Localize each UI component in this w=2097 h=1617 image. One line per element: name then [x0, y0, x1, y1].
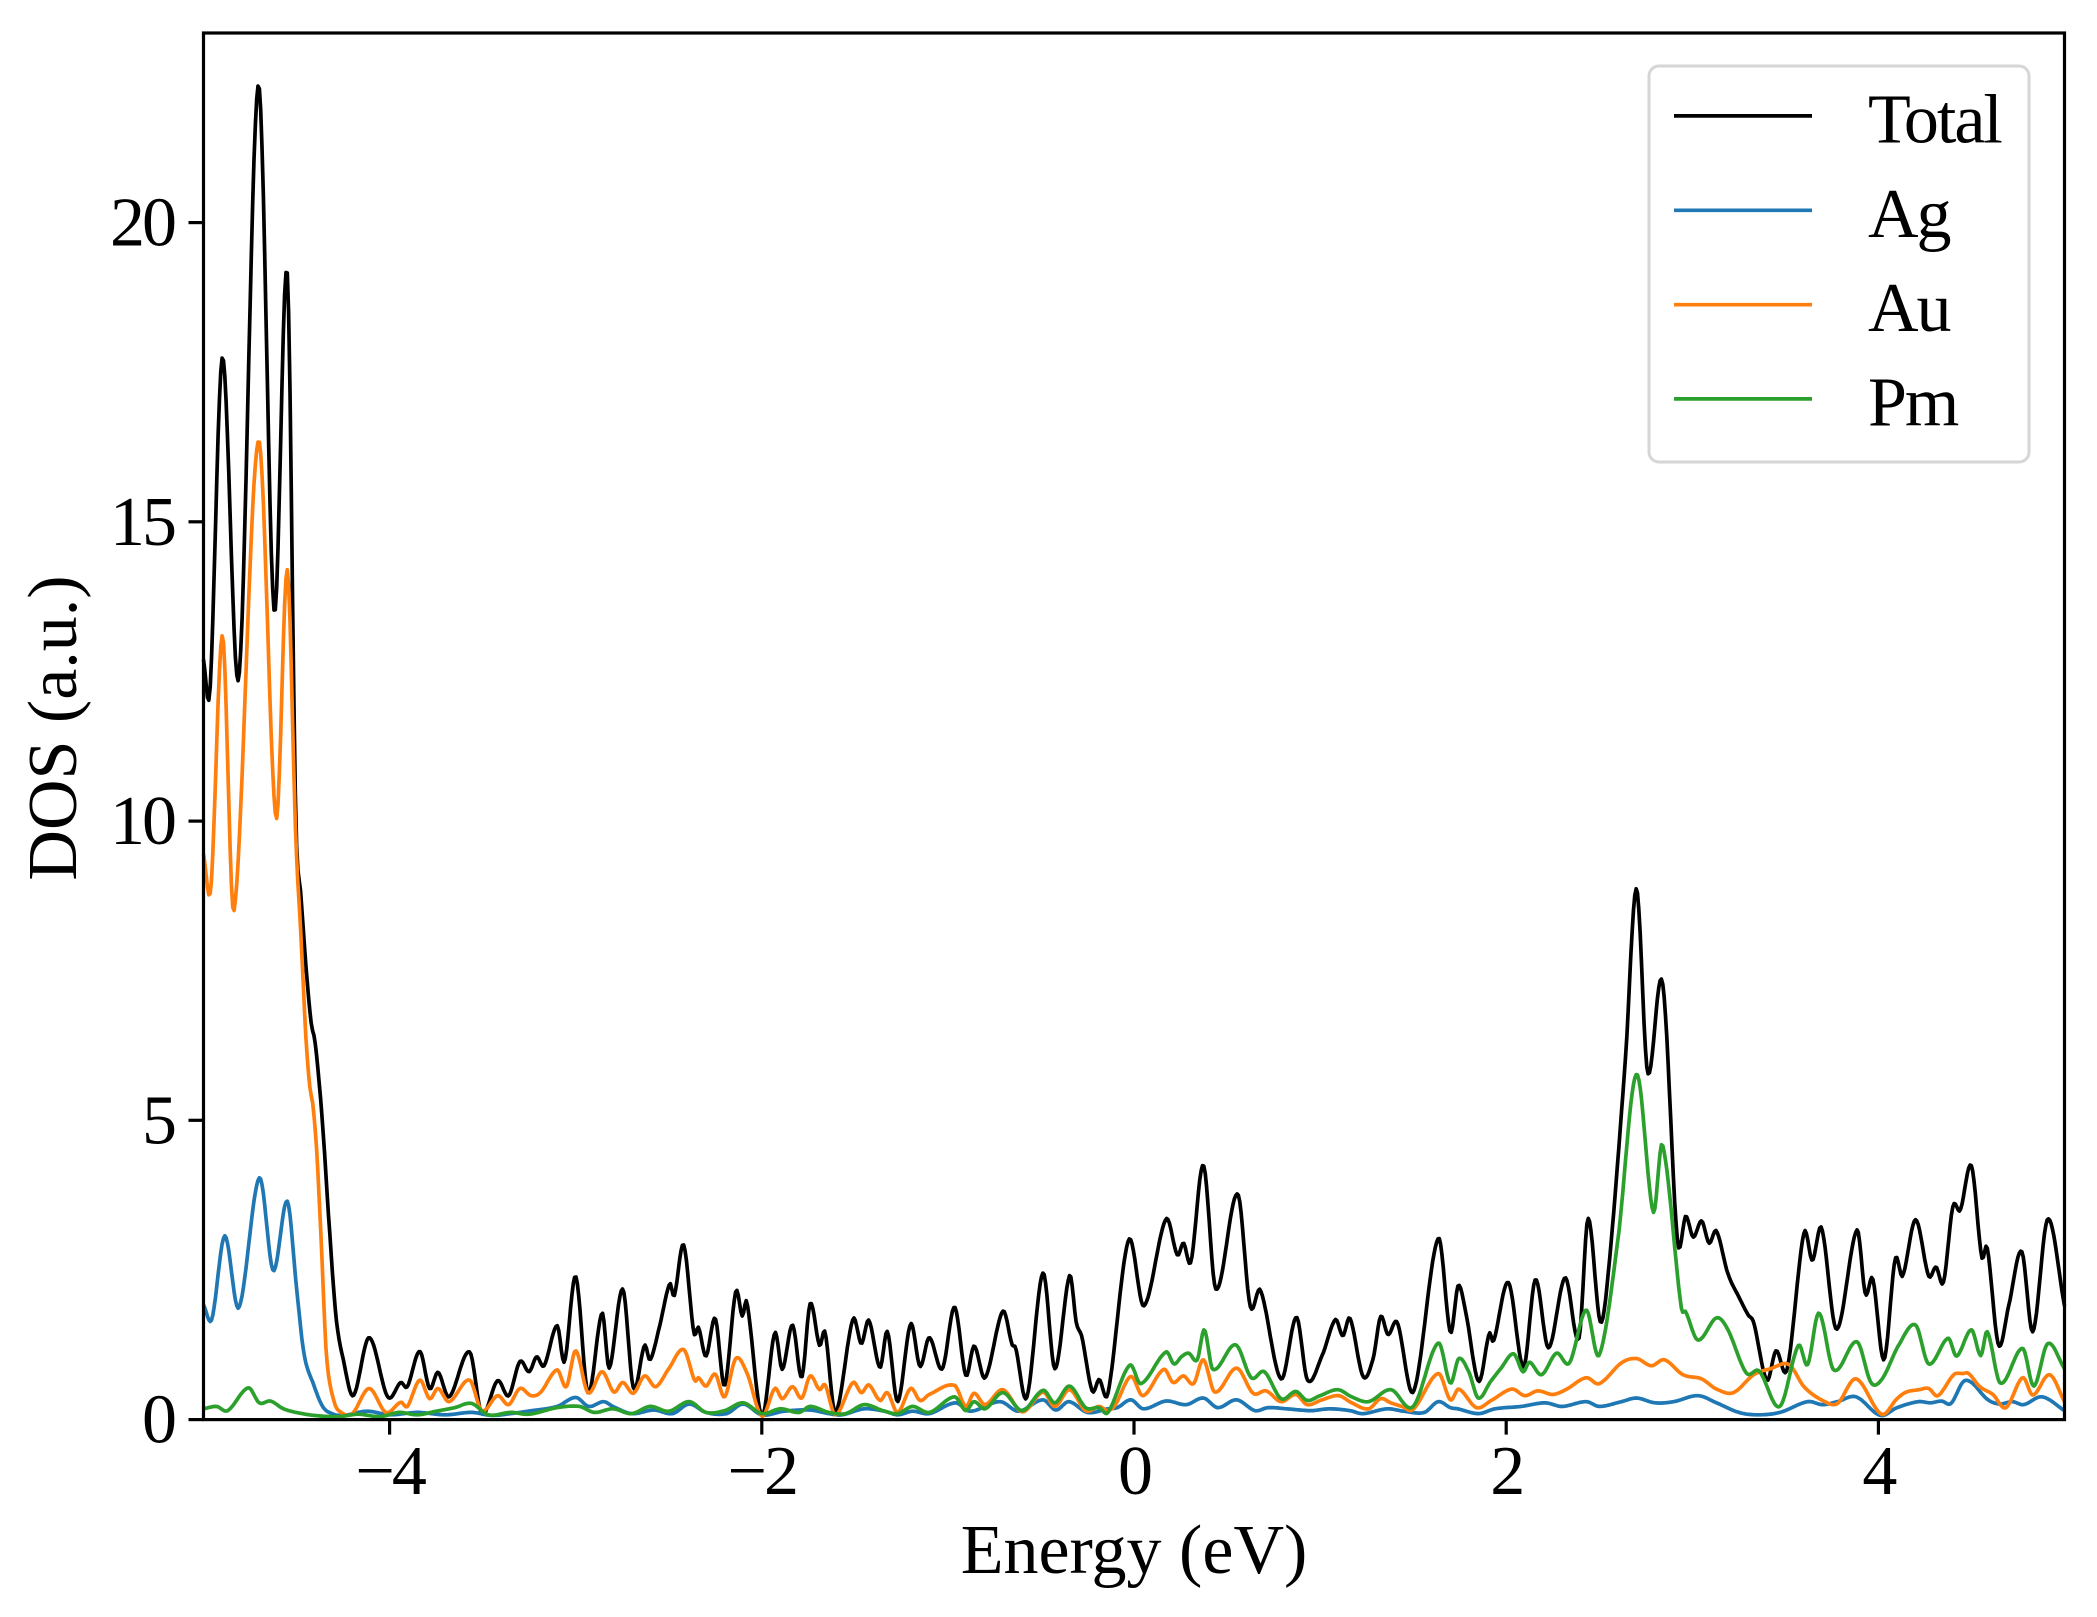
- svg-text:2: 2: [1490, 1433, 1522, 1510]
- svg-text:−2: −2: [728, 1433, 796, 1510]
- svg-text:Ag: Ag: [1868, 176, 1951, 253]
- svg-text:Pm: Pm: [1868, 364, 1959, 441]
- svg-text:15: 15: [110, 484, 175, 561]
- svg-text:0: 0: [142, 1382, 175, 1459]
- svg-text:−4: −4: [355, 1433, 425, 1510]
- svg-text:Energy (eV): Energy (eV): [961, 1512, 1308, 1589]
- svg-text:0: 0: [1118, 1433, 1151, 1510]
- svg-text:Total: Total: [1868, 81, 2002, 158]
- svg-text:4: 4: [1862, 1433, 1896, 1510]
- svg-text:20: 20: [110, 185, 175, 262]
- svg-text:DOS (a.u.): DOS (a.u.): [15, 575, 92, 880]
- svg-text:Au: Au: [1868, 270, 1951, 347]
- svg-text:10: 10: [110, 783, 175, 860]
- svg-text:5: 5: [142, 1082, 175, 1159]
